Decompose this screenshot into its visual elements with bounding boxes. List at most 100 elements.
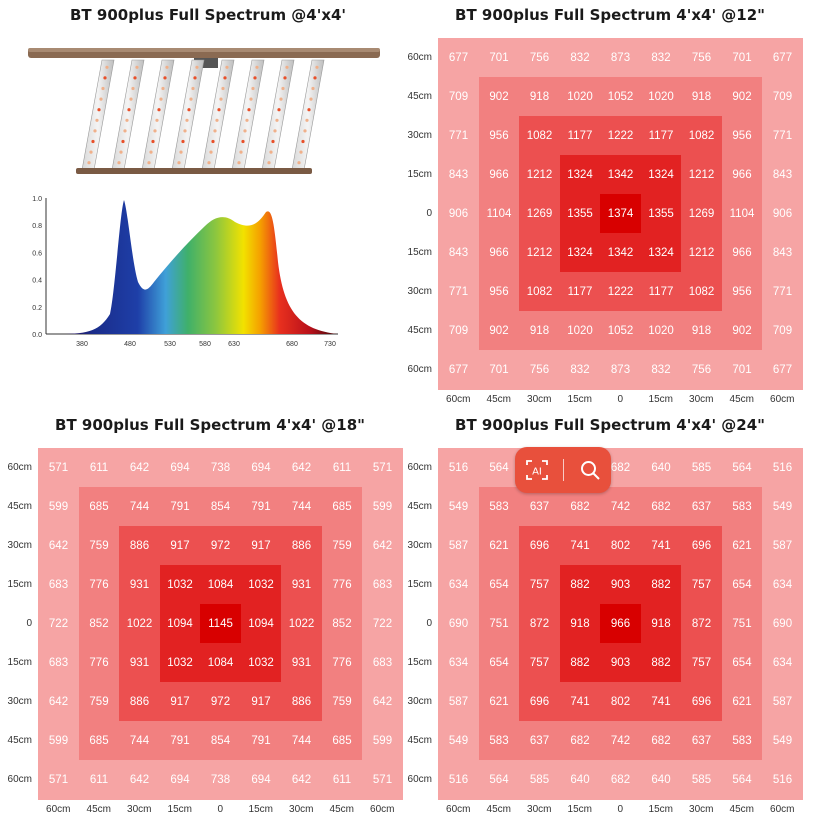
heatmap-cell: 1212: [681, 155, 722, 195]
heatmap-y-label: 30cm: [407, 539, 432, 551]
led-dot: [311, 86, 315, 91]
heatmap-y-label: 45cm: [407, 500, 432, 512]
heatmap-cell: 694: [159, 760, 201, 800]
led-dot: [237, 161, 241, 165]
heatmap-cell: 516: [438, 760, 479, 800]
heatmap-y-label: 0: [426, 207, 432, 219]
heatmap-cell: 583: [721, 487, 763, 527]
heatmap-cell: 1094: [240, 604, 282, 644]
heatmap-cell: 738: [200, 448, 241, 488]
led-dot: [307, 108, 311, 112]
heatmap-y-label: 45cm: [407, 734, 432, 746]
heatmap-cell: 683: [362, 643, 403, 683]
heatmap-y-label: 15cm: [7, 578, 32, 590]
heatmap-cell: 583: [478, 487, 520, 527]
heatmap-y-label: 30cm: [407, 129, 432, 141]
spectrum-x-tick: 480: [124, 341, 136, 348]
heatmap-cell: 599: [38, 721, 79, 761]
heatmap-cell: 902: [721, 311, 763, 351]
heatmap-cell: 756: [681, 350, 722, 390]
heatmap-cell: 599: [38, 487, 79, 527]
led-dot: [267, 161, 271, 165]
heatmap-cell: 1082: [519, 116, 560, 156]
heatmap-cell: 1177: [559, 116, 601, 156]
heatmap-cell: 741: [559, 682, 601, 722]
light-bar: [291, 59, 325, 171]
led-dot: [303, 129, 307, 133]
heatmap-cell: 1032: [159, 565, 201, 605]
heatmap-cell: 759: [321, 526, 363, 566]
led-dot: [135, 65, 139, 69]
heatmap-cell: 771: [438, 116, 479, 156]
heatmap-cell: 1022: [119, 604, 160, 644]
heatmap-cell: 583: [721, 721, 763, 761]
heatmap-cell: 843: [762, 155, 803, 195]
led-dot: [285, 65, 289, 69]
heatmap-y-label: 60cm: [407, 363, 432, 375]
led-dot: [211, 139, 215, 144]
heatmap-x-label: 30cm: [127, 804, 152, 815]
led-dot: [195, 65, 199, 69]
spectrum-y-tick: 1.0: [32, 196, 42, 203]
heatmap-cell: 642: [362, 526, 403, 566]
heatmap-cell: 886: [281, 682, 322, 722]
heatmap-cell: 642: [119, 448, 160, 488]
heatmap-y-label: 60cm: [407, 773, 432, 785]
led-dot: [93, 129, 97, 133]
heatmap-cell: 564: [721, 760, 763, 800]
heatmap-cell: 917: [159, 682, 201, 722]
led-dot: [275, 118, 279, 122]
heatmap-cell: 741: [640, 526, 682, 566]
led-dot: [223, 76, 227, 80]
led-dot: [221, 86, 225, 91]
led-dot: [297, 161, 301, 165]
heatmap-cell: 902: [478, 311, 520, 351]
led-dot: [123, 129, 127, 133]
led-dot: [281, 86, 285, 91]
heatmap-y-label: 45cm: [7, 500, 32, 512]
heatmap-cell: 742: [600, 487, 641, 527]
heatmap-cell: 903: [600, 565, 641, 605]
ai-button[interactable]: AI: [520, 453, 554, 487]
led-dot: [219, 97, 223, 101]
heatmap-cell: 744: [119, 721, 160, 761]
heatmap-cell: 642: [362, 682, 403, 722]
heatmap-cell: 677: [762, 350, 803, 390]
heatmap-cell: 902: [721, 77, 763, 117]
heatmap-cell: 931: [119, 565, 160, 605]
heatmap-cell: 906: [762, 194, 803, 234]
heatmap-24-title: BT 900plus Full Spectrum 4'x4' @24": [455, 416, 765, 434]
led-dot: [301, 139, 305, 144]
led-dot: [193, 76, 197, 80]
heatmap-cell: 1084: [200, 565, 241, 605]
heatmap-cell: 677: [438, 38, 479, 78]
heatmap-x-label: 60cm: [446, 804, 471, 815]
led-dot: [215, 118, 219, 122]
heatmap-x-label: 45cm: [86, 804, 111, 815]
heatmap-cell: 587: [762, 682, 803, 722]
led-dot: [131, 86, 135, 91]
heatmap-y-label: 60cm: [407, 51, 432, 63]
heatmap-cell: 832: [640, 38, 682, 78]
led-dot: [159, 97, 163, 101]
heatmap-y-label: 15cm: [7, 656, 32, 668]
heatmap-cell: 682: [600, 760, 641, 800]
heatmap-cell: 611: [321, 760, 363, 800]
heatmap-cell: 611: [321, 448, 363, 488]
led-dot: [103, 76, 107, 80]
heatmap-cell: 852: [321, 604, 363, 644]
heatmap-cell: 791: [159, 721, 201, 761]
led-dot: [225, 65, 229, 69]
led-dot: [189, 97, 193, 101]
led-dot: [101, 86, 105, 91]
led-dot: [309, 97, 313, 101]
heatmap-y-label: 30cm: [7, 695, 32, 707]
heatmap-cell: 791: [159, 487, 201, 527]
heatmap-cell: 583: [478, 721, 520, 761]
heatmap-cell: 682: [640, 721, 682, 761]
heatmap-cell: 571: [38, 448, 79, 488]
heatmap-cell: 516: [762, 448, 803, 488]
spectrum-x-tick: 580: [199, 341, 211, 348]
search-button[interactable]: [573, 453, 607, 487]
heatmap-cell: 654: [721, 565, 763, 605]
